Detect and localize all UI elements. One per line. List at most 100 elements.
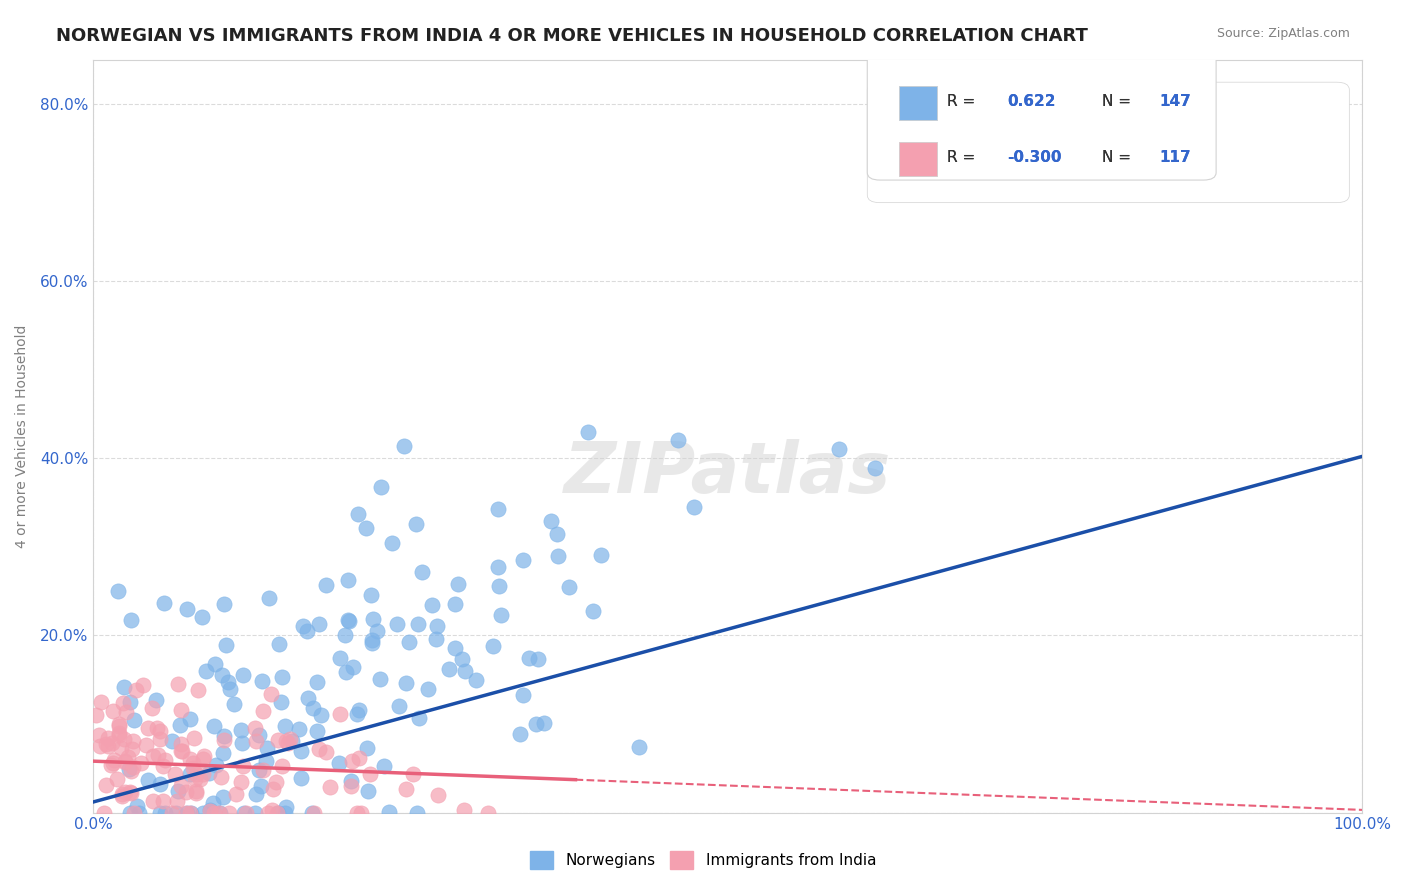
- Point: [142, 749, 165, 764]
- Point: [155, 805, 177, 820]
- Point: [252, 674, 274, 689]
- Point: [118, 762, 141, 776]
- Point: [385, 617, 408, 632]
- Point: [395, 676, 418, 690]
- Point: [243, 721, 266, 735]
- Point: [110, 740, 132, 755]
- Point: [256, 740, 278, 755]
- FancyBboxPatch shape: [898, 143, 936, 177]
- Point: [437, 662, 460, 676]
- Point: [179, 805, 201, 820]
- Point: [166, 784, 188, 798]
- Point: [378, 805, 401, 819]
- Point: [160, 733, 183, 747]
- Point: [170, 737, 193, 751]
- Point: [315, 745, 337, 759]
- Point: [108, 716, 131, 731]
- Point: [179, 712, 201, 726]
- Point: [97, 731, 120, 746]
- Point: [112, 680, 135, 694]
- Point: [512, 689, 534, 703]
- Point: [247, 728, 270, 742]
- Point: [666, 434, 689, 448]
- Point: [136, 772, 159, 787]
- Text: 0.622: 0.622: [1007, 94, 1056, 109]
- Point: [297, 691, 319, 706]
- Point: [160, 805, 183, 820]
- Point: [454, 664, 477, 678]
- Point: [290, 744, 312, 758]
- Point: [135, 738, 157, 752]
- Point: [405, 516, 427, 531]
- Point: [319, 780, 342, 794]
- Point: [122, 713, 145, 727]
- Point: [215, 638, 238, 652]
- Point: [222, 697, 245, 711]
- Point: [302, 805, 325, 820]
- Point: [335, 665, 357, 679]
- Point: [233, 805, 256, 820]
- Text: 147: 147: [1159, 94, 1191, 109]
- Point: [202, 805, 225, 820]
- Point: [100, 736, 122, 750]
- Point: [163, 766, 186, 780]
- Point: [402, 766, 425, 780]
- Point: [254, 754, 277, 768]
- Point: [307, 674, 329, 689]
- Point: [219, 681, 242, 696]
- Point: [188, 772, 211, 786]
- Point: [193, 752, 215, 766]
- Point: [315, 578, 337, 592]
- Point: [214, 597, 236, 611]
- Point: [120, 695, 142, 709]
- Point: [347, 703, 370, 717]
- Point: [183, 731, 205, 746]
- Text: -0.300: -0.300: [1007, 150, 1062, 165]
- Point: [477, 805, 499, 820]
- Point: [174, 785, 197, 799]
- Text: R =: R =: [948, 94, 980, 109]
- Point: [411, 565, 433, 579]
- Point: [204, 757, 226, 772]
- Point: [558, 580, 581, 594]
- Point: [288, 723, 311, 737]
- Point: [179, 752, 201, 766]
- Point: [333, 628, 356, 642]
- Point: [270, 759, 292, 773]
- Point: [309, 708, 332, 723]
- Point: [211, 746, 233, 760]
- Point: [368, 672, 391, 686]
- Point: [231, 736, 253, 750]
- Point: [420, 598, 443, 612]
- Point: [169, 703, 191, 717]
- Point: [141, 700, 163, 714]
- Point: [444, 640, 467, 655]
- Point: [212, 732, 235, 747]
- Text: ZIPatlas: ZIPatlas: [564, 439, 891, 508]
- Point: [114, 755, 136, 769]
- Point: [361, 612, 384, 626]
- Point: [486, 560, 509, 574]
- Point: [336, 573, 359, 587]
- Point: [247, 763, 270, 777]
- Point: [94, 778, 117, 792]
- Point: [416, 681, 439, 696]
- Point: [340, 754, 363, 768]
- Point: [176, 805, 198, 820]
- Point: [132, 678, 155, 692]
- Point: [232, 668, 254, 682]
- Point: [257, 805, 280, 820]
- Point: [181, 756, 204, 770]
- Point: [191, 610, 214, 624]
- Point: [193, 767, 215, 781]
- Point: [101, 756, 124, 770]
- Point: [308, 617, 330, 632]
- Point: [406, 617, 429, 632]
- Point: [301, 805, 323, 820]
- Point: [392, 439, 415, 453]
- Point: [121, 764, 143, 778]
- Point: [145, 693, 167, 707]
- Text: Source: ZipAtlas.com: Source: ZipAtlas.com: [1216, 27, 1350, 40]
- Point: [447, 577, 470, 591]
- Point: [546, 527, 568, 541]
